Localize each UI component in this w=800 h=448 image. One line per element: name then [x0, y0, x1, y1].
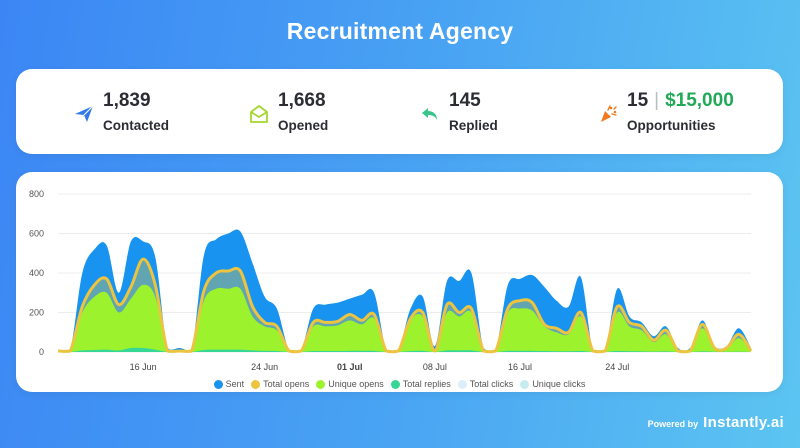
brand-logo: Instantly.ai — [703, 414, 784, 431]
area-chart: 800 600 400 200 0 16 Jun 24 Jun 01 Jul 08 Jul 16 … — [29, 189, 753, 372]
legend-label: Unique opens — [328, 379, 384, 389]
legend-item[interactable]: Unique clicks — [520, 378, 585, 390]
legend-swatch — [316, 379, 326, 389]
legend-label: Total replies — [402, 379, 451, 389]
legend-swatch — [251, 379, 261, 389]
y-tick-label: 200 — [29, 308, 44, 318]
powered-by[interactable]: Powered by Instantly.ai — [648, 414, 784, 431]
paper-plane-icon — [74, 104, 94, 124]
x-tick-label: 01 Jul — [337, 362, 363, 372]
legend-swatch — [520, 379, 530, 389]
stat-label: Opened — [278, 118, 329, 133]
legend-item[interactable]: Total opens — [251, 378, 309, 390]
x-tick-label: 16 Jul — [508, 362, 532, 372]
legend-item[interactable]: Total replies — [390, 378, 451, 390]
y-tick-label: 0 — [39, 347, 44, 357]
stat-label: Contacted — [103, 118, 170, 133]
envelope-open-icon — [249, 104, 269, 124]
legend-label: Total opens — [263, 379, 310, 389]
stat-value: 1,668 — [278, 90, 326, 111]
opportunities-value: $15,000 — [665, 90, 734, 111]
legend-swatch — [213, 379, 223, 389]
legend-label: Unique clicks — [532, 379, 586, 389]
y-tick-label: 600 — [29, 229, 44, 239]
stat-value: 145 — [449, 90, 481, 111]
legend-swatch — [390, 379, 400, 389]
powered-by-text: Powered by — [647, 419, 699, 429]
chart-card: 800 600 400 200 0 16 Jun 24 Jun 01 Jul 08 Jul 16 … — [16, 172, 783, 392]
legend-item[interactable]: Sent — [213, 378, 245, 390]
series-total-replies-area — [58, 347, 751, 352]
stat-label: Replied — [449, 118, 498, 133]
legend-item[interactable]: Total clicks — [457, 378, 514, 390]
stat-value: 15 | $15,000 — [627, 90, 734, 111]
legend-item[interactable]: Unique opens — [316, 378, 384, 390]
x-tick-label: 24 Jul — [605, 362, 629, 372]
x-tick-label: 24 Jun — [251, 362, 278, 372]
stat-label: Opportunities — [627, 118, 716, 133]
y-tick-label: 400 — [29, 268, 44, 278]
series-total-opens-line — [57, 257, 753, 354]
opportunities-count: 15 — [627, 90, 649, 111]
series-unique-opens-area — [58, 284, 751, 352]
x-tick-label: 16 Jun — [130, 362, 157, 372]
y-tick-label: 800 — [29, 189, 44, 199]
reply-arrow-icon — [420, 104, 440, 124]
stat-value: 1,839 — [103, 90, 151, 111]
stats-card: 1,839 Contacted 1,668 Opened 145 Replied… — [16, 69, 783, 154]
chart-legend: Sent Total opens Unique opens Total replies… — [16, 378, 783, 390]
x-tick-label: 08 Jul — [423, 362, 447, 372]
legend-label: Total clicks — [469, 379, 514, 389]
party-popper-icon — [598, 104, 618, 124]
legend-swatch — [457, 379, 467, 389]
page-title: Recruitment Agency — [286, 18, 514, 44]
legend-label: Sent — [225, 379, 245, 389]
